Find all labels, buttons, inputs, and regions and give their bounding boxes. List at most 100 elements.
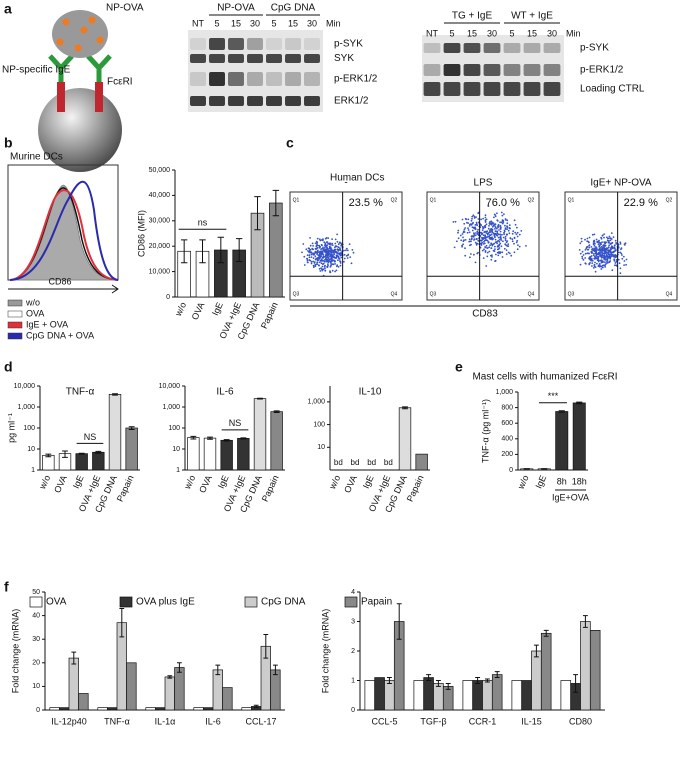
flow-dot xyxy=(468,238,471,241)
flow-dot xyxy=(324,245,327,248)
flow-dot xyxy=(491,231,494,234)
flow-dot xyxy=(595,238,598,241)
flow-dot xyxy=(595,254,598,257)
blot-group: CpG DNA xyxy=(271,3,316,14)
blot-band xyxy=(463,82,481,96)
blot-band xyxy=(247,72,263,86)
flow-dot xyxy=(511,240,514,243)
flow-dot xyxy=(339,260,341,262)
np-dots xyxy=(56,16,104,52)
flow-dot xyxy=(475,244,478,246)
bar xyxy=(270,669,281,711)
panel-label: b xyxy=(4,135,13,151)
flow-dot xyxy=(592,240,595,243)
flow-dot xyxy=(501,214,504,217)
time-unit: Min xyxy=(326,18,341,28)
flow-dot xyxy=(505,249,508,252)
x-tick-label: w/o xyxy=(182,474,197,492)
flow-dot xyxy=(316,261,319,264)
flow-dot xyxy=(611,242,613,245)
flow-dot xyxy=(327,237,330,240)
flow-dot xyxy=(516,226,518,229)
flow-dot xyxy=(498,229,500,231)
blot-row-label: Loading CTRL xyxy=(580,84,645,95)
flow-dot xyxy=(501,220,504,223)
flow-dot xyxy=(481,229,484,232)
flow-dot xyxy=(489,223,491,226)
flow-dot xyxy=(597,249,600,251)
flow-dot xyxy=(318,268,321,270)
flow-dot xyxy=(306,259,309,262)
flow-dot xyxy=(606,236,608,239)
flow-dot xyxy=(464,247,466,250)
flow-dot xyxy=(323,241,326,244)
significance-label: *** xyxy=(548,391,559,401)
flow-dot xyxy=(625,258,628,261)
error-bar xyxy=(475,677,481,684)
blot-band xyxy=(228,54,244,63)
blot-band xyxy=(523,64,541,76)
flow-dot xyxy=(602,256,605,259)
blot-band xyxy=(209,96,225,106)
lane-label: 5 xyxy=(509,28,514,38)
flow-dot xyxy=(334,238,337,241)
flow-dot xyxy=(322,248,325,250)
bar xyxy=(511,680,523,711)
blot-band xyxy=(266,54,282,63)
x-tick-label: OVA xyxy=(197,474,214,495)
bar xyxy=(482,680,493,711)
error-bar xyxy=(177,662,182,673)
flow-dot xyxy=(317,251,320,254)
flow-dot xyxy=(335,251,338,253)
legend-swatch xyxy=(7,310,23,318)
flow-dot xyxy=(467,227,469,230)
y-axis-label: pg ml⁻¹ xyxy=(6,413,16,443)
error-bar xyxy=(386,677,392,684)
flow-dot xyxy=(600,265,603,268)
flow-dot xyxy=(596,262,598,265)
flow-dot xyxy=(501,222,504,225)
flow-dot xyxy=(323,265,326,268)
error-bar xyxy=(543,629,549,637)
flow-dot xyxy=(334,242,337,245)
legend-label: CpG DNA + OVA xyxy=(26,330,94,340)
flow-dot xyxy=(303,255,306,258)
error-bar xyxy=(253,704,259,709)
flow-dot xyxy=(319,245,321,248)
flow-dot xyxy=(607,251,610,254)
bar xyxy=(164,676,175,711)
error-bar xyxy=(199,239,206,264)
ige xyxy=(48,54,112,82)
flow-dot xyxy=(509,252,511,255)
flow-dot xyxy=(486,251,489,254)
flow-dot xyxy=(599,249,602,252)
blot-band xyxy=(285,54,301,63)
y-tick-label: 50 xyxy=(32,589,40,596)
flow-dot xyxy=(318,261,321,264)
flow-dot xyxy=(470,224,473,226)
lane-label: 15 xyxy=(288,18,298,28)
x-tick-label: IgE xyxy=(216,474,231,490)
x-axis-label: CD86 xyxy=(48,276,71,286)
y-tick-label: 0 xyxy=(166,294,170,301)
flow-dot xyxy=(494,259,497,262)
y-axis-label: TNF-α (pg ml⁻¹) xyxy=(480,399,490,463)
flow-dot xyxy=(510,254,513,257)
flow-dot xyxy=(454,220,457,223)
flow-dot xyxy=(471,215,474,218)
error-bar xyxy=(402,406,408,410)
blot-band xyxy=(503,82,521,96)
flow-dot xyxy=(339,248,341,251)
flow-dot xyxy=(503,247,506,250)
error-bar xyxy=(484,678,490,683)
error-bar xyxy=(426,674,432,681)
flow-dot xyxy=(608,235,611,238)
flow-dot xyxy=(514,231,517,234)
percent-label: 76.0 % xyxy=(486,197,520,209)
error-bar xyxy=(573,674,579,693)
significance-label: NS xyxy=(84,432,97,442)
y-tick-label: 4 xyxy=(351,589,355,596)
flow-dot xyxy=(497,223,500,226)
blot-band xyxy=(304,54,320,63)
flow-dot xyxy=(584,252,587,255)
